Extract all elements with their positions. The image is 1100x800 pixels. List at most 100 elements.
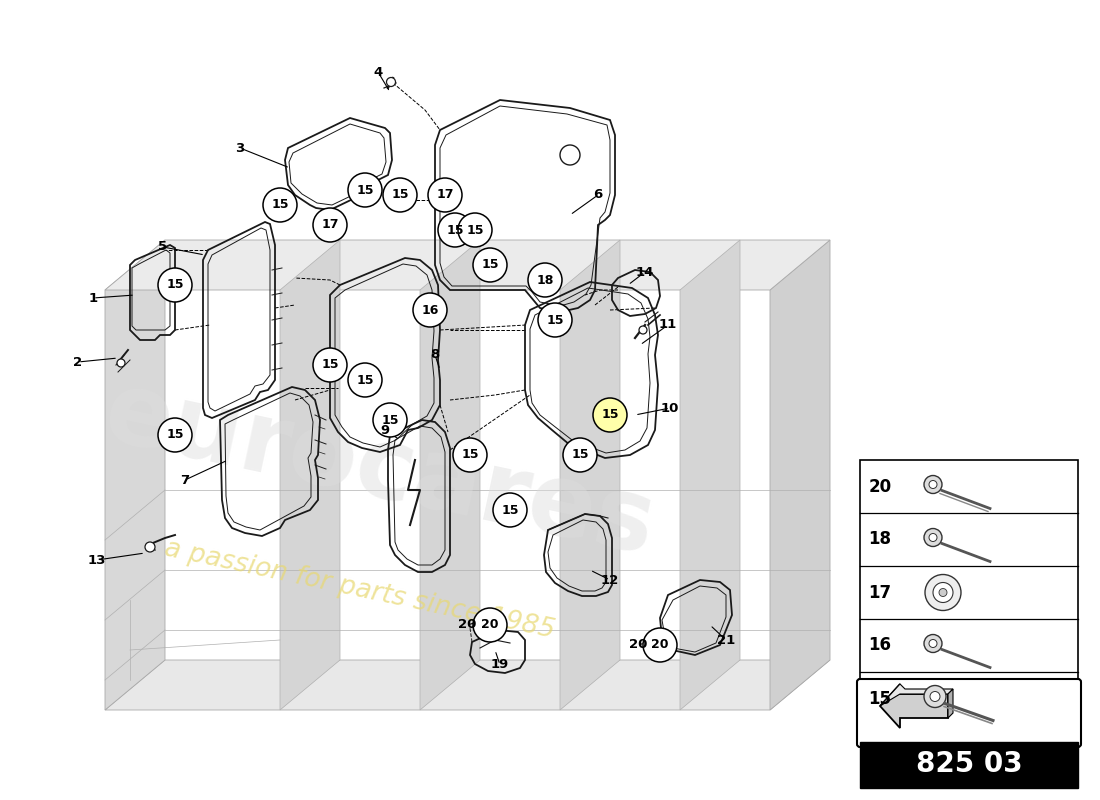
Polygon shape xyxy=(280,240,340,710)
Circle shape xyxy=(314,208,346,242)
Circle shape xyxy=(386,78,396,86)
Text: 8: 8 xyxy=(430,349,440,362)
Text: 21: 21 xyxy=(717,634,735,646)
Text: 6: 6 xyxy=(593,189,603,202)
Circle shape xyxy=(158,418,192,452)
FancyBboxPatch shape xyxy=(857,679,1081,747)
Circle shape xyxy=(939,589,947,597)
Circle shape xyxy=(383,178,417,212)
Circle shape xyxy=(925,574,961,610)
Text: 15: 15 xyxy=(461,449,478,462)
Polygon shape xyxy=(104,240,830,290)
Text: 15: 15 xyxy=(392,189,409,202)
Text: 20: 20 xyxy=(651,638,669,651)
Text: 15: 15 xyxy=(869,690,891,707)
Text: 15: 15 xyxy=(166,278,184,291)
Text: 20: 20 xyxy=(482,618,498,631)
Text: 9: 9 xyxy=(381,423,389,437)
Polygon shape xyxy=(420,240,480,710)
Text: eurocares: eurocares xyxy=(96,364,664,576)
Circle shape xyxy=(924,475,942,494)
Text: 17: 17 xyxy=(437,189,453,202)
Text: 20: 20 xyxy=(629,638,647,651)
Circle shape xyxy=(348,173,382,207)
Circle shape xyxy=(438,213,472,247)
Text: 14: 14 xyxy=(636,266,654,278)
Text: 13: 13 xyxy=(88,554,107,566)
Text: 17: 17 xyxy=(868,583,892,602)
Circle shape xyxy=(453,438,487,472)
Text: 15: 15 xyxy=(166,429,184,442)
Polygon shape xyxy=(880,684,953,706)
Circle shape xyxy=(458,213,492,247)
Circle shape xyxy=(933,582,953,602)
Text: 1: 1 xyxy=(88,291,98,305)
Circle shape xyxy=(930,691,940,702)
Circle shape xyxy=(930,534,937,542)
Circle shape xyxy=(528,263,562,297)
Circle shape xyxy=(560,145,580,165)
Text: 15: 15 xyxy=(356,183,374,197)
Circle shape xyxy=(428,178,462,212)
Text: 17: 17 xyxy=(321,218,339,231)
Circle shape xyxy=(412,293,447,327)
Polygon shape xyxy=(104,240,165,710)
Text: 20: 20 xyxy=(458,618,476,631)
Circle shape xyxy=(473,248,507,282)
Polygon shape xyxy=(680,240,740,710)
Text: 15: 15 xyxy=(502,503,519,517)
Text: 15: 15 xyxy=(482,258,498,271)
Circle shape xyxy=(644,628,676,662)
Text: 825 03: 825 03 xyxy=(915,750,1022,778)
Text: 3: 3 xyxy=(235,142,244,154)
Text: 15: 15 xyxy=(321,358,339,371)
Circle shape xyxy=(930,481,937,489)
Text: a passion for parts since 1985: a passion for parts since 1985 xyxy=(163,536,558,644)
Text: 20: 20 xyxy=(868,478,892,495)
Circle shape xyxy=(373,403,407,437)
Text: 12: 12 xyxy=(601,574,619,586)
Text: 15: 15 xyxy=(466,223,484,237)
Text: 15: 15 xyxy=(382,414,398,426)
Circle shape xyxy=(493,493,527,527)
Circle shape xyxy=(263,188,297,222)
Text: 10: 10 xyxy=(661,402,679,414)
Text: 4: 4 xyxy=(373,66,383,78)
Text: 15: 15 xyxy=(356,374,374,386)
Text: 5: 5 xyxy=(158,241,167,254)
Text: 18: 18 xyxy=(869,530,891,549)
Polygon shape xyxy=(770,240,830,710)
Circle shape xyxy=(158,268,192,302)
Text: 15: 15 xyxy=(547,314,563,326)
Circle shape xyxy=(924,529,942,546)
Polygon shape xyxy=(880,684,948,728)
FancyBboxPatch shape xyxy=(860,460,1078,725)
Text: 19: 19 xyxy=(491,658,509,671)
Text: 15: 15 xyxy=(272,198,288,211)
Polygon shape xyxy=(104,660,830,710)
Text: 7: 7 xyxy=(180,474,189,486)
Circle shape xyxy=(348,363,382,397)
Text: 11: 11 xyxy=(659,318,678,331)
Circle shape xyxy=(924,634,942,653)
Circle shape xyxy=(593,398,627,432)
Circle shape xyxy=(538,303,572,337)
Circle shape xyxy=(117,359,125,367)
Text: 16: 16 xyxy=(869,637,891,654)
Text: 2: 2 xyxy=(74,355,82,369)
Polygon shape xyxy=(948,689,953,718)
Circle shape xyxy=(563,438,597,472)
Circle shape xyxy=(924,686,946,707)
Circle shape xyxy=(314,348,346,382)
Circle shape xyxy=(639,326,647,334)
Text: 18: 18 xyxy=(537,274,553,286)
Polygon shape xyxy=(560,240,620,710)
FancyBboxPatch shape xyxy=(860,742,1078,788)
Text: 15: 15 xyxy=(571,449,588,462)
Circle shape xyxy=(145,542,155,552)
Text: 16: 16 xyxy=(421,303,439,317)
Circle shape xyxy=(473,608,507,642)
Circle shape xyxy=(930,639,937,647)
Text: 15: 15 xyxy=(447,223,464,237)
Text: 15: 15 xyxy=(602,409,618,422)
